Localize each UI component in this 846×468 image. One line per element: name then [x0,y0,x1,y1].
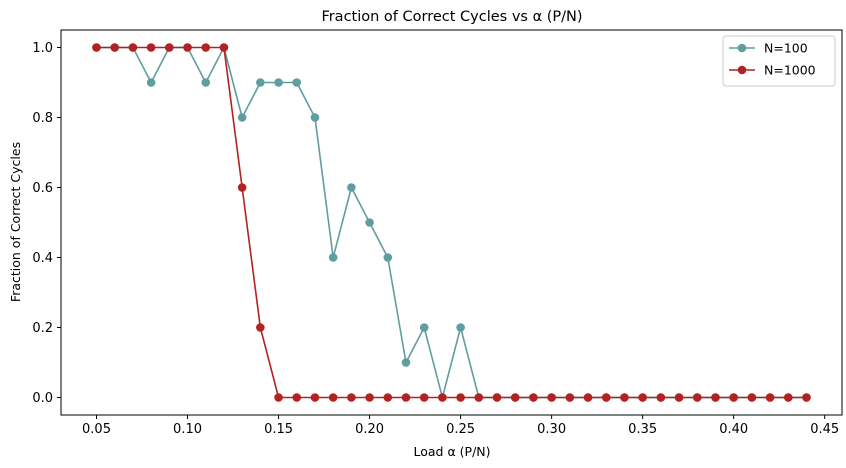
data-point [292,393,302,402]
y-tick-label: 1.0 [32,41,53,56]
data-point [201,43,211,52]
data-point [92,43,101,52]
legend-marker [737,43,747,53]
data-point [183,43,192,52]
y-axis: 0.0 0.2 0.4 0.6 0.8 1.0 [32,41,61,406]
data-point [219,43,229,52]
data-point [237,113,247,122]
data-point [638,393,647,402]
data-point [146,78,156,87]
data-point [146,43,156,52]
data-point [328,253,338,262]
data-point [711,393,720,402]
chart-title: Fraction of Correct Cycles vs α (P/N) [321,9,582,25]
data-point [383,393,393,402]
data-point [365,218,374,227]
data-point [419,393,429,402]
data-point [347,183,356,192]
data-point [674,393,684,402]
y-tick-label: 0.6 [32,181,53,196]
x-axis-label: Load α (P/N) [413,444,490,459]
legend-label: N=1000 [764,63,816,78]
x-tick-label: 0.25 [446,422,475,437]
data-point [274,78,283,87]
data-point [110,43,120,52]
x-tick-label: 0.20 [355,422,384,437]
data-point [365,393,374,402]
data-point [328,393,338,402]
series-layer [92,43,811,402]
data-point [128,43,138,52]
data-point [474,393,484,402]
data-point [256,323,265,332]
x-tick-label: 0.40 [719,422,748,437]
data-point [310,113,320,122]
y-axis-label: Fraction of Correct Cycles [8,142,23,302]
data-point [729,393,738,402]
data-point [456,393,465,402]
data-point [529,393,538,402]
data-point [547,393,556,402]
data-point [310,393,320,402]
legend-marker [737,65,747,75]
data-point [620,393,629,402]
data-point [438,393,447,402]
y-tick-label: 0.8 [32,111,53,126]
y-tick-label: 0.4 [32,251,53,266]
data-point [201,78,211,87]
data-point [347,393,356,402]
data-point [583,393,593,402]
data-point [692,393,702,402]
x-tick-label: 0.05 [82,422,111,437]
x-tick-label: 0.10 [173,422,202,437]
data-point [401,393,411,402]
legend: N=100 N=1000 [722,35,836,87]
data-point [510,393,520,402]
data-point [419,323,429,332]
data-point [237,183,247,192]
x-tick-label: 0.15 [264,422,293,437]
x-tick-label: 0.35 [628,422,657,437]
data-point [492,393,502,402]
data-point [165,43,174,52]
series-line [96,46,807,399]
data-point [765,393,775,402]
series-n-1000 [92,43,811,402]
x-axis: 0.05 0.10 0.15 0.20 0.25 0.30 0.35 0.40 0.45 [82,415,839,437]
x-tick-label: 0.30 [537,422,566,437]
data-point [565,393,575,402]
data-point [292,78,302,87]
y-tick-label: 0.2 [32,321,53,336]
data-point [401,358,411,367]
data-point [383,253,393,262]
plot-area [60,29,843,416]
legend-label: N=100 [764,41,808,56]
data-point [456,323,465,332]
data-point [256,78,265,87]
data-point [601,393,611,402]
data-point [747,393,757,402]
y-tick-label: 0.0 [32,391,53,406]
data-point [274,393,283,402]
data-point [783,393,793,402]
x-tick-label: 0.45 [810,422,839,437]
data-point [802,393,811,402]
data-point [656,393,666,402]
